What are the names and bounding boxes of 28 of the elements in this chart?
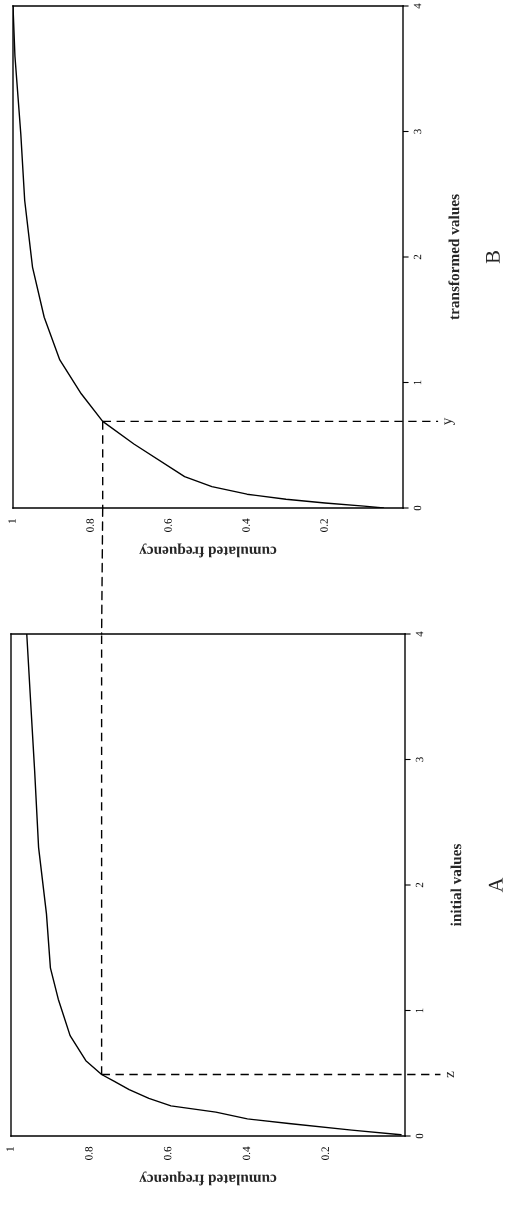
x-axis-title: cumulated frequency (139, 543, 277, 558)
y-tick-label: 3 (415, 757, 424, 762)
x-tick-label: 0.8 (86, 518, 94, 532)
x-tick-label: 0.6 (164, 518, 172, 532)
y-tick-label: 0 (415, 1133, 424, 1139)
x-tick-label: 1 (8, 519, 16, 523)
text: B (486, 251, 500, 264)
y-axis-title: initial values (450, 843, 462, 927)
y-tick-label: 1 (415, 1008, 424, 1013)
x-tick-label: 0.4 (242, 1146, 251, 1160)
x-tick-label: 0.2 (320, 519, 328, 532)
x-tick-label: 0.6 (163, 1146, 172, 1160)
y-axis-title: transformed values (448, 194, 460, 320)
ref-line-label: z (446, 1071, 454, 1078)
y-tick-label: 0 (413, 505, 422, 511)
y-tick-label: 2 (415, 882, 424, 888)
y-tick-label: 1 (413, 380, 422, 385)
x-tick-label: 0.4 (242, 518, 250, 532)
x-tick-label: 0.2 (321, 1147, 330, 1160)
y-tick-label: 4 (415, 631, 424, 637)
ref-line-label: y (444, 417, 455, 426)
y-tick-label: 2 (413, 254, 422, 260)
x-tick-label: 1 (6, 1147, 14, 1151)
x-axis-title: cumulated frequency (139, 1171, 277, 1186)
text: A (488, 877, 503, 893)
x-tick-label: 0.8 (85, 1146, 93, 1160)
y-tick-label: 4 (413, 3, 422, 9)
y-tick-label: 3 (413, 129, 422, 134)
